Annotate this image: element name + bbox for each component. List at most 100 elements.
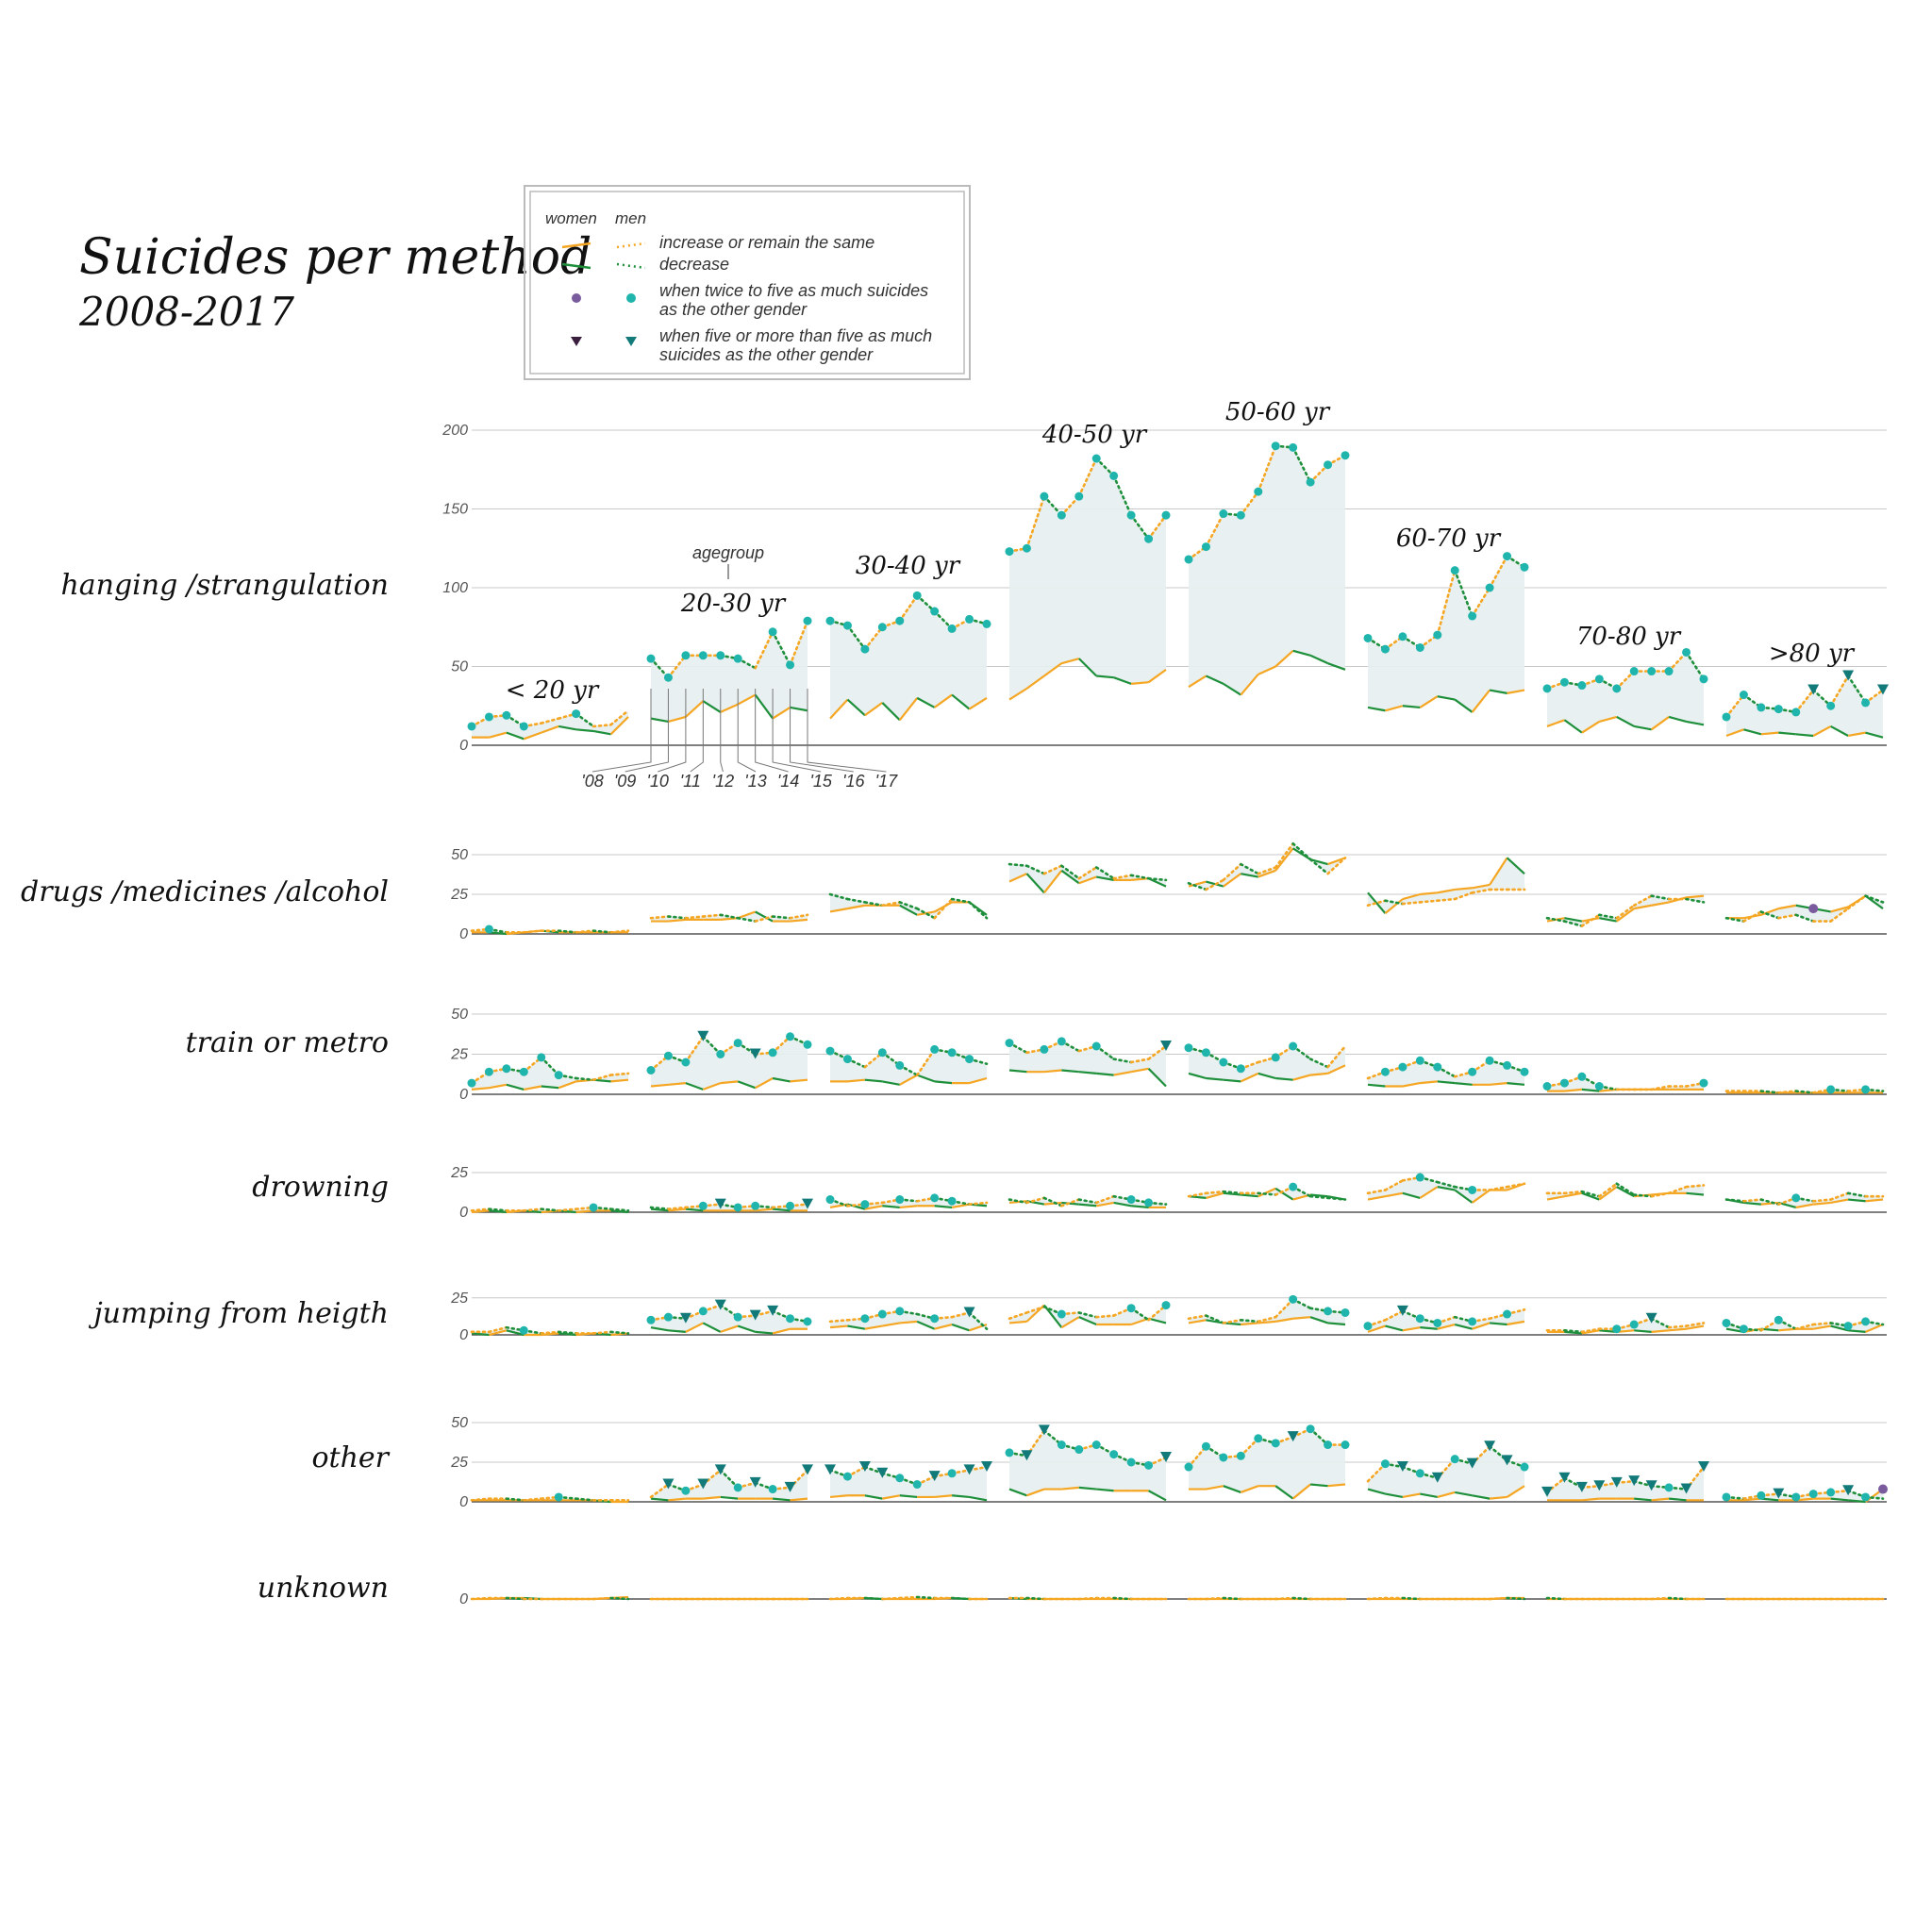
men-line-segment: [915, 1312, 936, 1321]
women-line-segment: [592, 729, 611, 736]
women-line-segment: [1490, 1495, 1507, 1500]
legend-frame-outer: [524, 185, 971, 380]
men-twice-marker: [930, 1314, 940, 1324]
women-line-segment: [934, 1080, 953, 1085]
women-line-segment: [1367, 1195, 1386, 1201]
women-line-segment: [1564, 1330, 1582, 1335]
men-five-times-marker: [1396, 1461, 1408, 1473]
women-line-segment: [1743, 913, 1762, 920]
women-line-segment: [1257, 1320, 1276, 1324]
men-line-segment: [1794, 689, 1815, 714]
women-line-segment: [558, 1080, 577, 1090]
men-twice-marker: [842, 1472, 852, 1481]
men-twice-marker: [860, 1314, 870, 1324]
women-line-segment: [1060, 1316, 1080, 1329]
women-line-segment: [668, 918, 686, 923]
men-twice-marker: [1184, 555, 1193, 564]
men-twice-marker: [733, 1312, 742, 1322]
men-line-segment: [789, 913, 809, 920]
y-tick-label: 0: [459, 1591, 468, 1607]
women-line-segment: [1668, 896, 1687, 904]
men-line-segment: [1598, 1481, 1619, 1488]
women-line-segment: [790, 1497, 808, 1502]
men-twice-marker: [1503, 1060, 1512, 1070]
women-line-segment: [1025, 1304, 1045, 1323]
women-line-segment: [1848, 1198, 1866, 1203]
men-line-segment: [881, 1198, 902, 1205]
women-line-segment: [1188, 880, 1207, 888]
women-line-segment: [702, 1322, 722, 1333]
men-twice-marker: [1057, 1309, 1066, 1319]
women-line-segment: [720, 917, 739, 921]
men-line-segment: [1471, 1444, 1491, 1465]
legend-women-increase-line: [561, 242, 591, 249]
women-line-segment: [1008, 1488, 1027, 1497]
men-twice-marker: [1559, 1078, 1569, 1088]
men-line-segment: [470, 1596, 491, 1601]
men-line-segment: [1598, 913, 1619, 920]
men-twice-marker: [1861, 1317, 1871, 1326]
men-twice-marker: [1091, 454, 1101, 463]
women-line-segment: [471, 1209, 490, 1214]
women-line-segment: [1096, 875, 1114, 881]
men-twice-marker: [860, 644, 870, 654]
men-line-segment: [1488, 555, 1508, 590]
women-line-segment: [1420, 1080, 1438, 1085]
men-line-segment: [1615, 1479, 1636, 1485]
men-twice-marker: [1808, 1490, 1818, 1499]
men-twice-marker: [1126, 510, 1136, 520]
women-line-segment: [489, 1083, 508, 1090]
legend-header-women: women: [545, 209, 597, 227]
women-line-segment: [1599, 1088, 1617, 1092]
men-line-segment: [1724, 693, 1745, 719]
age-group-label: < 20 yr: [506, 676, 600, 705]
women-line-segment: [541, 1085, 559, 1090]
women-line-segment: [755, 1208, 774, 1212]
women-line-segment: [1113, 676, 1132, 685]
men-five-times-marker: [1466, 1457, 1478, 1469]
women-line-segment: [668, 715, 687, 724]
men-line-segment: [828, 892, 849, 901]
men-line-segment: [557, 1330, 577, 1335]
men-twice-marker: [1254, 487, 1263, 496]
men-line-segment: [1129, 1058, 1150, 1064]
men-line-segment: [1685, 897, 1706, 904]
men-line-segment: [1366, 1462, 1387, 1483]
men-line-segment: [470, 1497, 491, 1502]
women-line-segment: [864, 1205, 883, 1210]
women-line-segment: [1546, 1195, 1565, 1201]
gender-gap-band: [651, 1470, 808, 1501]
women-line-segment: [1113, 1071, 1132, 1076]
women-line-segment: [1148, 877, 1167, 888]
men-line-segment: [1811, 1198, 1832, 1203]
men-twice-marker: [1057, 510, 1066, 520]
women-line-segment: [754, 693, 774, 720]
men-twice-marker: [1739, 1324, 1748, 1334]
men-line-segment: [1794, 1090, 1815, 1094]
men-line-segment: [1650, 1191, 1671, 1198]
men-twice-marker: [1324, 460, 1333, 470]
agegroup-annotation: agegroup: [692, 543, 764, 562]
men-twice-marker: [1722, 712, 1731, 722]
men-twice-marker: [554, 1492, 563, 1502]
women-line-segment: [1367, 706, 1386, 712]
men-twice-marker: [716, 1050, 725, 1058]
men-line-segment: [933, 609, 954, 630]
men-line-segment: [1667, 1596, 1688, 1601]
men-twice-marker: [803, 1040, 812, 1049]
men-twice-marker: [1341, 451, 1350, 460]
women-line-segment: [610, 1209, 629, 1214]
women-line-segment: [1367, 1488, 1386, 1495]
men-line-segment: [1112, 1194, 1133, 1201]
men-twice-marker: [895, 1060, 905, 1070]
men-line-segment: [505, 1325, 525, 1332]
men-line-segment: [1025, 1196, 1046, 1205]
women-line-segment: [524, 1596, 541, 1601]
men-line-segment: [540, 1056, 560, 1076]
men-line-segment: [828, 1596, 849, 1601]
men-line-segment: [1650, 894, 1671, 901]
men-twice-marker: [1485, 583, 1494, 592]
men-twice-marker: [484, 924, 493, 934]
women-line-segment: [575, 728, 594, 733]
legend-five-label-1: when five or more than five as much: [659, 326, 932, 345]
